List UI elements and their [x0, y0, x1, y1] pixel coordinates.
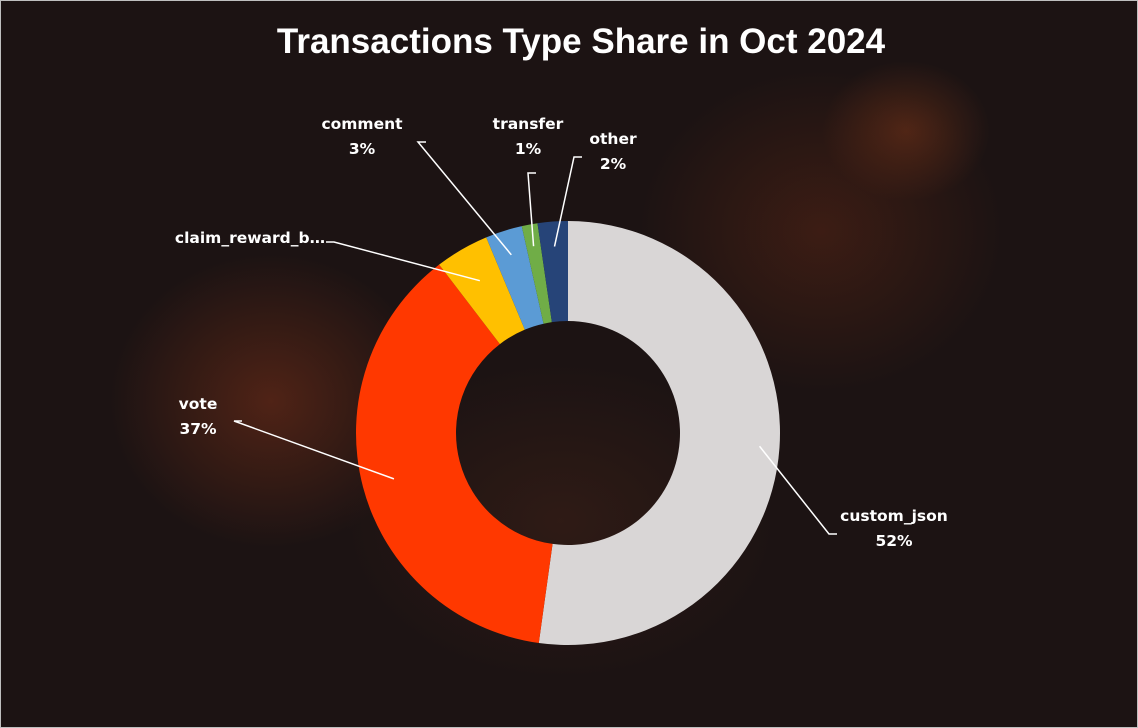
slice-label-percent: 1% — [515, 140, 542, 158]
slice-label-name: transfer — [493, 115, 564, 133]
slice-transfer — [521, 223, 552, 324]
slice-vote — [355, 264, 553, 643]
chart-title: Transactions Type Share in Oct 2024 — [277, 22, 886, 61]
leader-line — [416, 141, 512, 256]
leader-line — [326, 241, 481, 282]
slices — [355, 221, 780, 645]
leader-lines — [233, 141, 837, 535]
leader-line — [553, 156, 582, 247]
slice-label: other 2% — [589, 130, 637, 173]
slice-label-percent: 37% — [179, 420, 217, 438]
slice-custom-json — [538, 221, 780, 645]
slice-label-percent: 52% — [875, 532, 913, 550]
slice-label: comment 3% — [321, 115, 403, 158]
slice-claim-reward-b- — [439, 237, 525, 345]
slice-label-name: vote — [179, 395, 218, 413]
slice-label: claim_reward_b… — [175, 229, 325, 247]
slice-label-name: other — [589, 130, 637, 148]
data-labels: custom_json 52% vote 37% claim_reward_b… comm… — [175, 115, 948, 550]
slice-label-percent: 2% — [600, 155, 627, 173]
leader-line — [233, 420, 395, 480]
slice-label: transfer 1% — [493, 115, 564, 158]
slice-label: custom_json 52% — [840, 507, 948, 550]
slice-label: vote 37% — [179, 395, 218, 438]
leader-line — [758, 445, 837, 535]
slice-label-percent: 3% — [349, 140, 376, 158]
slice-other — [537, 221, 568, 323]
leader-line — [527, 172, 536, 247]
slice-label-name: claim_reward_b… — [175, 229, 325, 247]
slice-label-name: comment — [321, 115, 403, 133]
slice-comment — [486, 226, 544, 330]
slice-label-name: custom_json — [840, 507, 948, 525]
